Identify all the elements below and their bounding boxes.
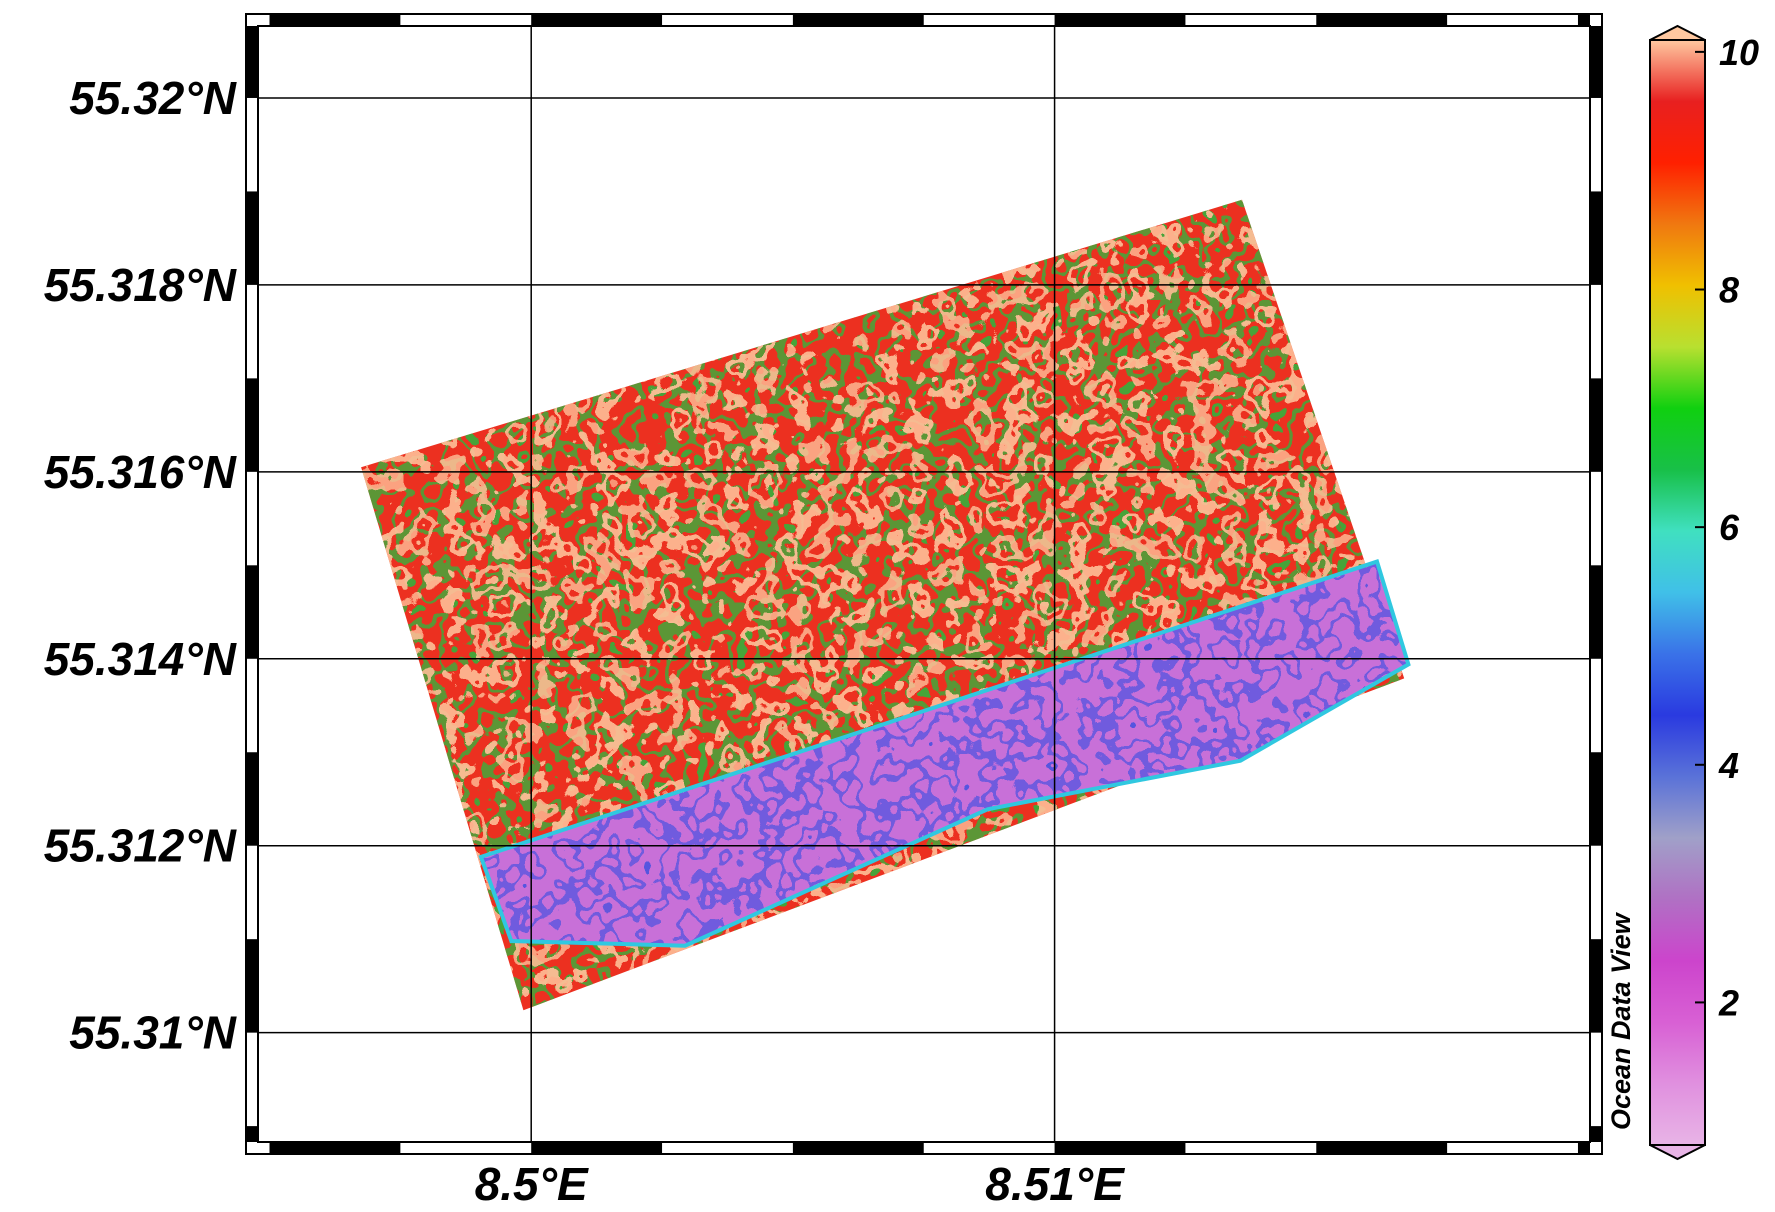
lat-tick-label: 55.314°N [44, 633, 237, 685]
colorbar-min-arrow [1649, 1144, 1706, 1161]
map-grid [258, 26, 1590, 1142]
colorbar-tick-label: 4 [1718, 745, 1739, 786]
frame-segment [269, 1142, 401, 1154]
ocean-data-view-watermark: Ocean Data View [1606, 911, 1636, 1130]
axis-labels: 8.5°E 8.51°E 55.32°N 55.318°N 55.316°N 55.314… [44, 72, 1126, 1210]
frame-segment [1577, 1142, 1590, 1154]
frame-segment [246, 191, 258, 285]
frame-segment [792, 14, 924, 26]
frame-segment [1316, 14, 1448, 26]
colorbar-tick-label: 6 [1719, 507, 1740, 548]
map-frame [245, 13, 1603, 1155]
lat-tick-label: 55.316°N [44, 446, 237, 498]
frame-segment [246, 565, 258, 659]
frame-segment [1577, 14, 1590, 26]
frame-segment [246, 939, 258, 1033]
frame-segment [1590, 191, 1602, 285]
colorbar-tick-label: 8 [1719, 270, 1739, 311]
frame-segment [1590, 939, 1602, 1033]
frame-segment [1054, 1142, 1186, 1154]
lat-tick-label: 55.31°N [69, 1007, 237, 1059]
frame-segment [1590, 752, 1602, 846]
lon-tick-label: 8.51°E [985, 1158, 1125, 1210]
frame-segment [531, 1142, 663, 1154]
lat-tick-label: 55.318°N [44, 259, 237, 311]
frame-segment [1590, 26, 1602, 98]
frame-segment [269, 14, 401, 26]
frame-segment [1590, 378, 1602, 472]
frame-segment [246, 1126, 258, 1142]
frame-segment [246, 378, 258, 472]
frame-segment [531, 14, 663, 26]
colorbar-gradient [1649, 39, 1706, 1146]
frame-segment [1590, 565, 1602, 659]
colorbar-tick-label: 2 [1718, 982, 1739, 1023]
lat-tick-label: 55.312°N [44, 820, 237, 872]
colorbar: 10 8 6 4 2 [1649, 24, 1759, 1161]
frame-segment [1590, 1126, 1602, 1142]
frame-segment [792, 1142, 924, 1154]
lon-tick-label: 8.5°E [475, 1158, 589, 1210]
frame-segment [1054, 14, 1186, 26]
colorbar-tick-label: 10 [1719, 32, 1759, 73]
colorbar-max-arrow [1649, 24, 1706, 41]
frame-segment [246, 26, 258, 98]
low-value-band-edge [478, 559, 1411, 948]
frame-segment [1316, 1142, 1448, 1154]
lat-tick-label: 55.32°N [69, 72, 237, 124]
frame-segment [246, 752, 258, 846]
